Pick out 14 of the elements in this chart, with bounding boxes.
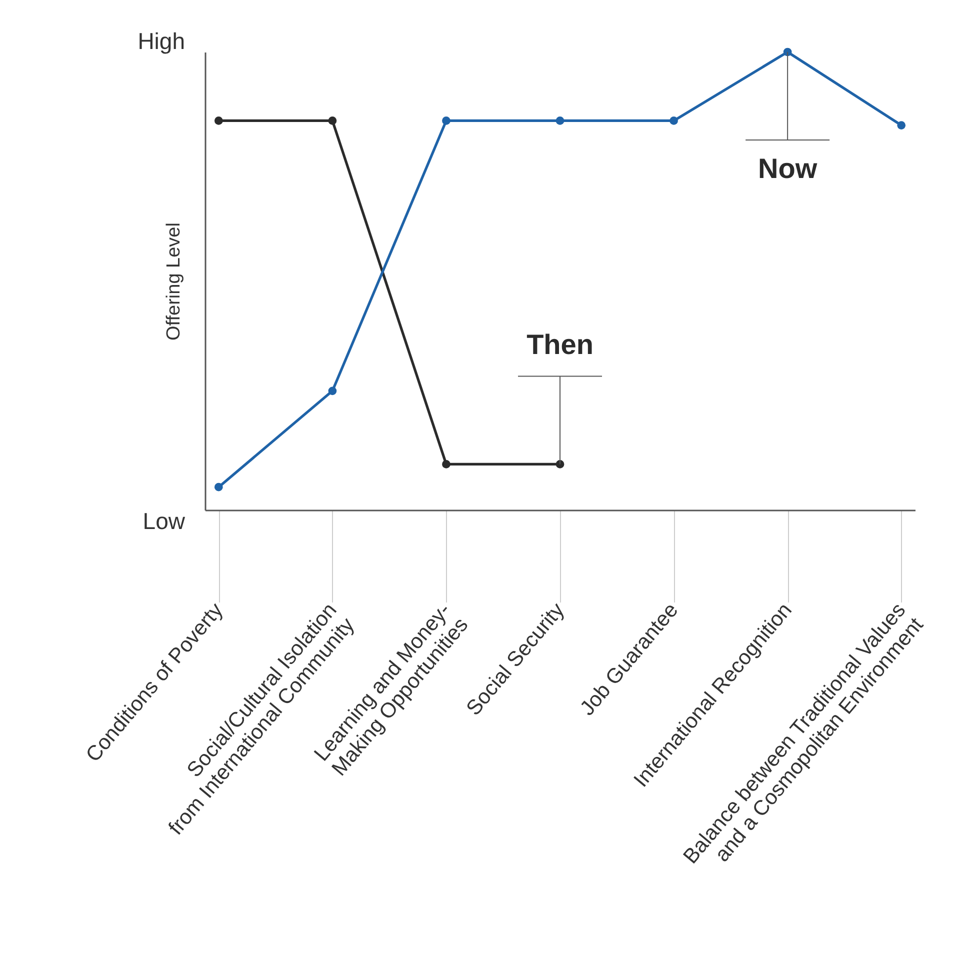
point	[328, 386, 337, 396]
point	[214, 116, 223, 125]
point	[328, 116, 337, 125]
point	[897, 121, 906, 130]
y-axis-title: Offering Level	[164, 222, 184, 340]
point	[556, 116, 564, 125]
text: High	[138, 28, 185, 54]
point	[442, 116, 450, 125]
point	[214, 482, 223, 492]
text: Then	[526, 329, 594, 360]
text: Low	[142, 508, 186, 534]
point	[442, 460, 450, 468]
text: Now	[758, 153, 818, 184]
point	[670, 116, 678, 125]
